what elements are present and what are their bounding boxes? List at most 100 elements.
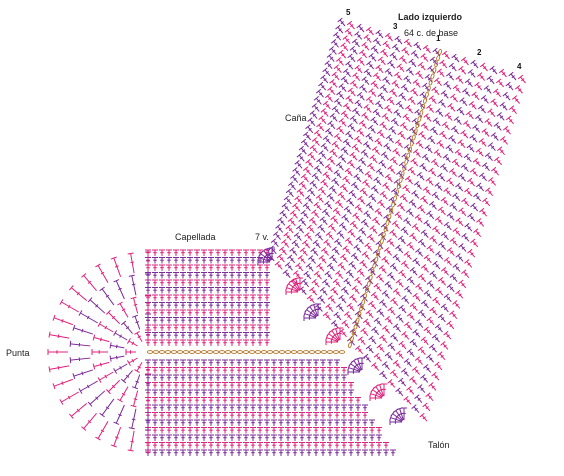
stitch-symbol	[222, 359, 228, 366]
stitch-symbol	[449, 93, 459, 103]
stitch-symbol	[361, 112, 370, 121]
stitch-symbol	[409, 376, 418, 385]
stitch-symbol	[423, 290, 432, 299]
stitch-symbol	[264, 389, 270, 396]
stitch-symbol	[236, 367, 242, 374]
chain-stitch	[308, 350, 316, 354]
stitch-symbol	[401, 407, 407, 420]
stitch-symbol	[400, 368, 409, 377]
stitch-symbol	[337, 17, 346, 27]
chain-stitch	[387, 213, 392, 220]
stitch-symbol	[478, 172, 487, 182]
stitch-symbol	[128, 408, 137, 430]
stitch-symbol	[59, 299, 79, 313]
stitch-symbol	[411, 190, 420, 199]
stitch-symbol	[243, 382, 249, 389]
stitch-symbol	[194, 264, 200, 271]
stitch-symbol	[229, 382, 235, 389]
stitch-symbol	[422, 402, 431, 412]
stitch-symbol	[173, 434, 179, 441]
stitch-symbol	[493, 122, 502, 131]
stitch-symbol	[194, 382, 200, 389]
stitch-symbol	[201, 397, 207, 404]
stitch-symbol	[299, 427, 305, 434]
stitch-symbol	[243, 397, 249, 404]
stitch-symbol	[222, 324, 228, 331]
stitch-symbol	[430, 158, 439, 168]
stitch-symbol	[457, 139, 466, 149]
stitch-symbol	[346, 159, 356, 169]
stitch-symbol	[222, 264, 228, 271]
stitch-symbol	[299, 442, 305, 449]
chain-stitch	[379, 238, 384, 245]
stitch-symbol	[236, 359, 242, 366]
chain-stitch	[182, 350, 190, 354]
stitch-symbol	[357, 336, 366, 346]
stitch-symbol	[127, 252, 135, 274]
stitch-symbol	[285, 359, 291, 366]
base-chain-label: 64 c. de base	[404, 28, 459, 38]
stitch-symbol	[390, 332, 399, 342]
stitch-symbol	[390, 297, 399, 307]
stitch-symbol	[426, 316, 435, 326]
stitch-symbol	[376, 273, 385, 283]
stitch-symbol	[292, 367, 298, 374]
stitch-symbol	[306, 427, 312, 434]
stitch-symbol	[127, 338, 138, 347]
stitch-symbol	[365, 201, 374, 211]
stitch-symbol	[418, 309, 427, 319]
stitch-symbol	[257, 264, 263, 271]
stitch-symbol	[373, 282, 382, 292]
stitch-symbol	[298, 145, 307, 155]
stitch-symbol	[402, 184, 411, 194]
stitch-symbol	[341, 397, 347, 404]
stitch-symbol	[271, 359, 277, 366]
stitch-symbol	[95, 421, 109, 441]
stitch-symbol	[452, 84, 461, 94]
stitch-symbol	[440, 196, 449, 206]
stitch-symbol	[166, 294, 172, 301]
stitch-symbol	[271, 382, 277, 389]
stitch-symbol	[173, 374, 179, 381]
stitch-symbol	[285, 419, 291, 426]
stitch-symbol	[334, 359, 340, 366]
stitch-symbol	[159, 412, 165, 419]
stitch-symbol	[363, 34, 372, 43]
stitch-symbol	[296, 152, 305, 162]
stitch-symbol	[347, 123, 356, 132]
stitch-symbol	[344, 237, 353, 246]
stitch-symbol	[95, 263, 109, 283]
stitch-symbol	[465, 110, 474, 120]
stitch-symbol	[180, 249, 186, 256]
stitch-symbol	[180, 359, 186, 366]
stitch-symbol	[376, 434, 382, 441]
stitch-symbol	[322, 135, 331, 145]
stitch-symbol	[348, 427, 354, 434]
stitch-symbol	[334, 442, 340, 449]
stitch-symbol	[159, 294, 165, 301]
stitch-symbol	[464, 222, 473, 232]
stitch-symbol	[187, 449, 193, 456]
stitch-symbol	[278, 374, 284, 381]
stitch-symbol	[315, 88, 324, 98]
stitch-symbol	[285, 449, 291, 456]
chain-stitch	[391, 201, 396, 208]
stitch-symbol	[344, 167, 353, 177]
stitch-symbol	[229, 257, 235, 264]
stitch-symbol	[152, 332, 158, 339]
stitch-symbol	[417, 61, 426, 71]
stitch-symbol	[236, 339, 242, 346]
stitch-symbol	[381, 256, 390, 265]
stitch-symbol	[166, 374, 172, 381]
stitch-symbol	[173, 294, 179, 301]
stitch-symbol	[283, 195, 292, 205]
stitch-symbol	[215, 382, 221, 389]
stitch-symbol	[447, 102, 456, 112]
stitch-symbol	[173, 404, 179, 411]
stitch-symbol	[278, 427, 284, 434]
stitch-symbol	[292, 412, 298, 419]
stitch-symbol	[331, 71, 340, 81]
stitch-symbol	[365, 96, 374, 105]
stitch-symbol	[187, 359, 193, 366]
stitch-symbol	[187, 419, 193, 426]
